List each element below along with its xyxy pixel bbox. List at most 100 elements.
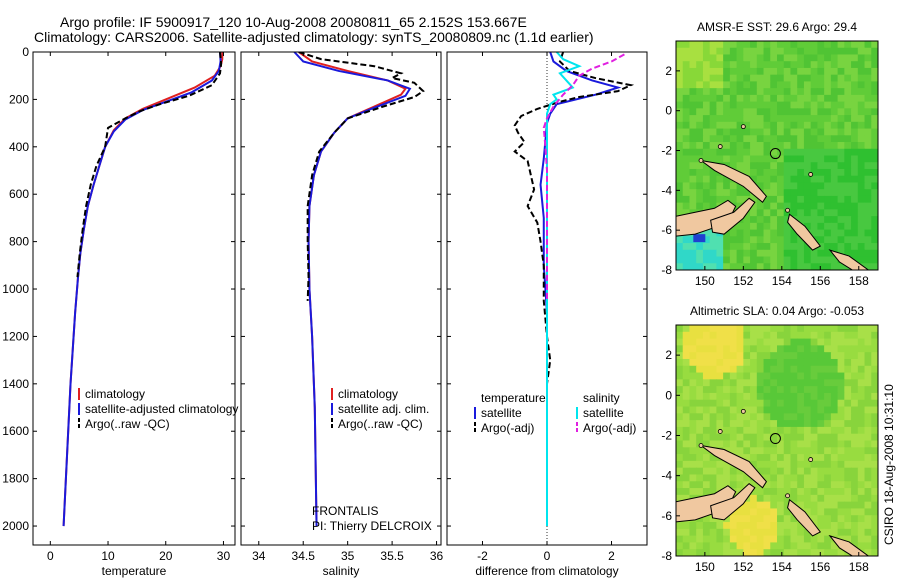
map-cell xyxy=(857,175,866,184)
map-cell xyxy=(851,488,859,496)
map-cell xyxy=(676,420,684,428)
map-cell xyxy=(803,263,812,270)
map-cell xyxy=(676,372,684,380)
map-cell xyxy=(763,379,771,387)
map-cell xyxy=(864,325,872,333)
map-cell xyxy=(817,81,825,89)
map-cell xyxy=(709,101,717,109)
map-cell xyxy=(723,148,731,157)
map-cell xyxy=(763,460,771,469)
map-cell xyxy=(803,162,812,170)
map-cell xyxy=(756,142,765,150)
map-cell xyxy=(716,433,724,442)
map-cell xyxy=(817,115,825,123)
map-cell xyxy=(790,128,798,136)
map-cell xyxy=(750,108,758,116)
map-frame xyxy=(675,40,879,271)
map-cell xyxy=(851,155,859,163)
map-cell xyxy=(702,202,711,210)
map-cell xyxy=(676,352,684,360)
map-cell xyxy=(857,168,866,177)
map-cell xyxy=(817,128,825,136)
map-cell xyxy=(837,474,845,482)
map-cell xyxy=(756,352,765,360)
map-cell xyxy=(736,420,744,428)
map-cell xyxy=(696,392,704,401)
map-cell xyxy=(750,406,758,414)
map-cell xyxy=(763,535,771,544)
map-cell xyxy=(803,115,812,123)
map-cell xyxy=(676,365,684,374)
map-cell xyxy=(723,189,731,197)
map-cell xyxy=(729,358,738,367)
map-cell xyxy=(824,175,832,184)
map-cell xyxy=(857,162,866,170)
map-cell xyxy=(770,372,778,380)
map-cell xyxy=(702,447,711,455)
map-cell xyxy=(844,168,852,177)
map-cell xyxy=(709,372,717,380)
map-cell xyxy=(716,345,724,353)
map-cell xyxy=(837,413,845,421)
map-cell xyxy=(803,399,812,408)
map-cell xyxy=(871,229,878,237)
map-cell xyxy=(797,202,805,210)
map-field xyxy=(676,41,878,270)
map-cell xyxy=(770,392,778,401)
map-cell xyxy=(844,392,852,401)
map-cell xyxy=(851,209,859,217)
map-cell xyxy=(756,420,765,428)
map-cell xyxy=(857,528,866,537)
map-cell xyxy=(797,426,805,435)
map-cell xyxy=(729,249,738,258)
map-cell xyxy=(810,420,818,428)
map-cell xyxy=(837,454,845,462)
map-cell xyxy=(770,426,778,435)
map-cell xyxy=(676,426,684,435)
map-cell xyxy=(851,467,859,476)
map-cell xyxy=(777,494,785,503)
map-cell xyxy=(763,474,771,482)
map-cell xyxy=(851,202,859,210)
map-cell xyxy=(837,528,845,537)
map-cell xyxy=(702,365,711,374)
map-cell xyxy=(770,236,778,244)
map-cell xyxy=(689,433,697,442)
map-cell xyxy=(837,168,845,177)
map-cell xyxy=(702,67,711,76)
y-tick-label: -4 xyxy=(661,183,672,197)
map-cell xyxy=(689,189,697,197)
map-cell xyxy=(723,528,731,537)
map-cell xyxy=(729,379,738,387)
map-cell xyxy=(756,379,765,387)
map-cell xyxy=(830,94,839,103)
map-cell xyxy=(797,535,805,544)
map-cell xyxy=(770,501,778,510)
map-cell xyxy=(689,365,697,374)
map-cell xyxy=(857,331,866,340)
x-axis-label: temperature xyxy=(102,564,167,578)
map-cell xyxy=(857,256,866,264)
map-cell xyxy=(871,325,878,333)
map-cell xyxy=(830,406,839,414)
map-cell xyxy=(702,535,711,544)
map-cell xyxy=(871,155,878,163)
map-cell xyxy=(763,202,771,210)
map-cell xyxy=(817,209,825,217)
map-cell xyxy=(777,399,785,408)
map-cell xyxy=(689,195,697,204)
map-cell xyxy=(763,249,771,258)
map-cell xyxy=(682,358,691,367)
map-cell xyxy=(750,386,758,394)
map-cell xyxy=(871,88,878,96)
map-cell xyxy=(770,528,778,537)
map-cell xyxy=(783,515,792,523)
map-cell xyxy=(851,515,859,523)
map-cell xyxy=(824,331,832,340)
map-cell xyxy=(803,325,812,333)
map-cell xyxy=(844,467,852,476)
map-cell xyxy=(750,135,758,143)
map-cell xyxy=(810,189,818,197)
map-cell xyxy=(777,481,785,489)
map-cell xyxy=(857,535,866,544)
